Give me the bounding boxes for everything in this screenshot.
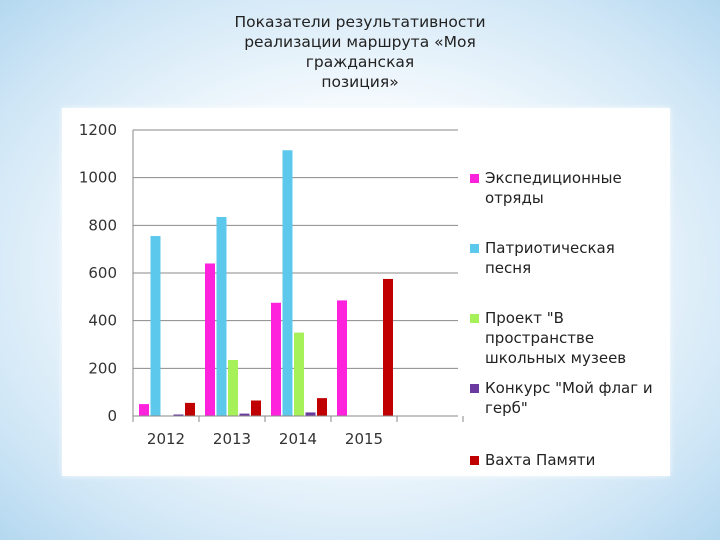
legend-label: Экспедиционные отряды [485,168,622,208]
x-tick-label-2013: 2013 [213,430,251,448]
legend-label: Проект "В пространстве школьных музеев [485,308,626,368]
bar-2012-series-4 [173,414,184,416]
legend-swatch [470,244,479,253]
legend-label: Патриотическая песня [485,238,615,278]
x-tick-label-2015: 2015 [345,430,383,448]
bar-2013-series-2 [216,216,227,416]
legend-item-5: Вахта Памяти [470,450,670,470]
y-tick-label: 0 [107,407,117,425]
bar-2015-series-1 [337,300,347,416]
legend-item-1: Экспедиционные отряды [470,168,670,208]
legend-item-3: Проект "В пространстве школьных музеев [470,308,670,368]
chart-title-line-2: реализации маршрута «Моя гражданская [244,33,476,71]
bar-2013-series-5 [251,400,261,416]
legend-label-line: Вахта Памяти [485,451,596,469]
chart-title-line-1: Показатели результативности [234,13,486,31]
bar-2012-series-2 [150,236,161,416]
bar-2012-series-1 [139,404,149,416]
legend-label: Вахта Памяти [485,450,595,470]
y-tick-label: 800 [88,216,117,234]
legend-swatch [470,314,479,323]
x-tick-label-2012: 2012 [147,430,185,448]
bar-2014-series-2 [282,150,293,416]
chart-title-line-3: позиция» [321,73,399,91]
bar-2014-series-3 [294,332,304,416]
y-tick-label: 600 [88,264,117,282]
chart-title: Показатели результативности реализации м… [200,12,520,92]
bars [139,150,393,416]
legend-label-line: отряды [485,189,544,207]
legend-swatch [470,384,479,393]
legend-item-4: Конкурс "Мой флаг и герб" [470,378,670,418]
chart-panel [62,108,670,476]
bar-2013-series-1 [205,263,215,416]
bar-2014-series-1 [271,302,281,416]
legend-label-line: школьных музеев [485,349,627,367]
legend-label-line: Патриотическая [485,239,615,257]
bar-2014-series-5 [317,398,327,416]
y-tick-label: 1000 [79,169,117,187]
y-tick-label: 1200 [79,121,117,139]
legend-label: Конкурс "Мой флаг и герб" [485,378,653,418]
legend-label-line: герб" [485,399,528,417]
bar-2015-series-5 [383,278,393,416]
tick-labels: 0 200 400 600 800 1000 1200 2012 2013 2014 2015 [79,121,383,448]
legend-label-line: Экспедиционные [485,169,622,187]
bar-2012-series-5 [185,402,195,416]
legend-swatch [470,456,479,465]
bar-2013-series-4 [239,413,250,416]
bar-2014-series-4 [305,412,316,416]
legend-label-line: песня [485,259,532,277]
y-tick-label: 200 [88,359,117,377]
axes [132,130,464,422]
legend-label-line: Проект "В [485,309,564,327]
x-tick-label-2014: 2014 [279,430,317,448]
bar-2013-series-3 [228,359,238,416]
legend-item-2: Патриотическая песня [470,238,670,278]
y-tick-label: 400 [88,312,117,330]
legend-swatch [470,174,479,183]
legend-label-line: пространстве [485,329,595,347]
legend-label-line: Конкурс "Мой флаг и [485,379,653,397]
